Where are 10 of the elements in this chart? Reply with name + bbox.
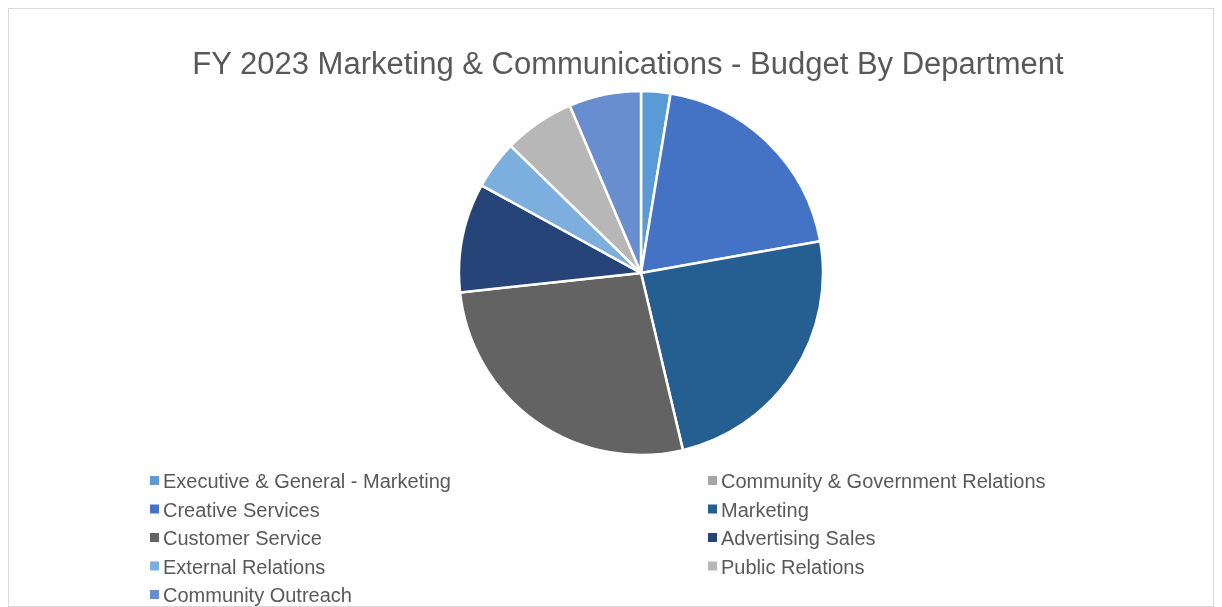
legend-label: Customer Service <box>163 527 322 549</box>
legend-label: Community & Government Relations <box>721 470 1046 492</box>
legend-label: Executive & General - Marketing <box>163 470 451 492</box>
legend-label: Community Outreach <box>163 584 352 606</box>
legend-label: Creative Services <box>163 498 320 521</box>
legend-label: Public Relations <box>721 555 865 578</box>
chart-title: FY 2023 Marketing & Communications - Budget By Department <box>192 46 1065 81</box>
legend-label: Marketing <box>721 498 809 521</box>
legend-label: External Relations <box>163 555 326 578</box>
legend-label: Advertising Sales <box>721 527 876 549</box>
